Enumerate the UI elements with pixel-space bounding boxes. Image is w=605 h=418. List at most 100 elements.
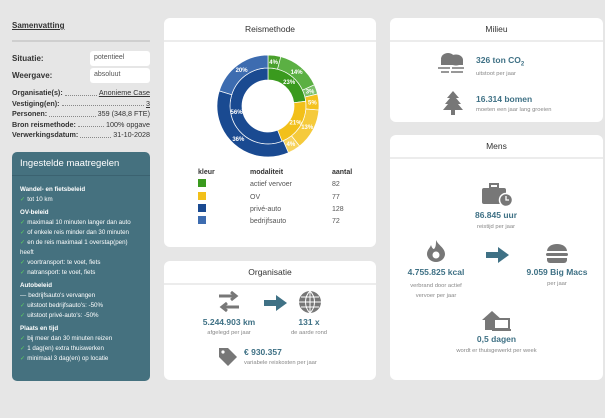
mens-title: Mens: [390, 135, 603, 159]
check-icon: ✓: [20, 302, 26, 309]
outer_ring-label: 4%: [287, 142, 296, 148]
check-icon: ✓: [20, 335, 26, 342]
summary-section: Samenvatting Situatie: potentieel Weergav…: [12, 18, 150, 141]
co2-value: 326 ton CO: [476, 55, 521, 65]
info-value[interactable]: Anonieme Case: [98, 88, 150, 97]
legend-aantal: 72: [332, 218, 340, 226]
measures-title: Ingestelde maatregelen: [12, 152, 150, 176]
measure-text: bij meer dan 30 minuten reizen: [27, 335, 113, 342]
cost-value: € 930.357: [244, 347, 282, 357]
divider: [12, 40, 150, 42]
info-value: 359 (348,8 FTE): [97, 109, 150, 118]
info-label: Bron reismethode:: [12, 119, 76, 129]
briefcase-clock-icon: [482, 183, 512, 207]
color-swatch: [198, 203, 206, 212]
organisatie-title: Organisatie: [164, 261, 376, 285]
check-icon: ✓: [20, 345, 26, 352]
outer_ring-label: 5%: [308, 100, 317, 106]
situatie-select[interactable]: potentieel: [90, 51, 150, 66]
summary-info-row: Personen: 359 (348,8 FTE): [12, 109, 150, 120]
reismethode-legend: kleur modaliteit aantal actief vervoer 82 OV 7…: [198, 168, 352, 228]
dash-icon: —: [20, 292, 27, 299]
home-stat: 0,5 dagen wordt er thuisgewerkt per week: [430, 334, 563, 354]
measure-text: maximaal 10 minuten langer dan auto: [27, 219, 131, 226]
summary-title[interactable]: Samenvatting: [12, 21, 65, 30]
check-icon: ✓: [20, 239, 26, 246]
outer_ring-label: 3%: [306, 89, 315, 95]
organisatie-card: Organisatie 5.244.903 km afgelegd per jaa…: [164, 261, 376, 380]
summary-info-row: Bron reismethode: 100% opgave: [12, 120, 150, 131]
col-modaliteit: modaliteit: [250, 169, 284, 176]
measure-group-title: Wandel- en fietsbeleid: [20, 186, 86, 193]
co2-subscript: 2: [520, 61, 525, 68]
legend-modaliteit: OV: [250, 193, 261, 201]
outer_ring-label: 13%: [301, 125, 314, 131]
measure-item: ✓ voortransport: te voet, fiets: [20, 258, 142, 268]
arrow-right-icon: [264, 295, 287, 311]
dots-leader: [77, 120, 105, 127]
home-value: 0,5 dagen: [476, 334, 517, 344]
cost-stat: € 930.357 variabele reiskosten per jaar: [244, 347, 317, 366]
info-value[interactable]: 3: [146, 98, 150, 108]
legend-modaliteit: actief vervoer: [250, 181, 293, 189]
measures-list: Wandel- en fietsbeleid ✓ tot 10 km OV-belei…: [12, 176, 150, 370]
color-swatch: [198, 191, 206, 200]
bigmacs-sub: per jaar: [547, 281, 567, 287]
legend-modaliteit: bedrijfsauto: [250, 218, 287, 226]
outer_ring-label: 20%: [236, 68, 249, 74]
check-icon: ✓: [20, 196, 26, 203]
measure-text: of enkele reis minder dan 30 minuten: [27, 229, 129, 236]
measure-group-title: Autobeleid: [20, 282, 52, 289]
dots-leader: [49, 109, 96, 117]
outer_ring-label: 4%: [269, 60, 278, 66]
measure-text: minimaal 3 dag(en) op locatie: [27, 355, 109, 362]
color-swatch: [198, 179, 206, 188]
inner_ring-label: 23%: [283, 80, 296, 86]
measure-text: voortransport: te voet, fiets: [27, 259, 101, 266]
mens-card: Mens 86.845 uur reistijd per jaar 4.755.8…: [390, 135, 603, 380]
outer_ring-label: 14%: [291, 70, 304, 76]
info-label: Organisatie(s):: [12, 88, 63, 97]
outer_ring-label: 36%: [232, 137, 245, 143]
bigmacs-value: 9.059 Big Macs: [526, 267, 588, 277]
kcal-sub: verbrand door actief vervoer per jaar: [410, 283, 462, 299]
measure-group-title: OV-beleid: [20, 209, 49, 216]
measure-item: ✓ of enkele reis minder dan 30 minuten: [20, 228, 142, 238]
flame-icon: [427, 240, 445, 262]
dots-leader: [64, 88, 97, 96]
kcal-stat: 4.755.825 kcal verbrand door actief vervo…: [390, 267, 482, 301]
check-icon: ✓: [20, 269, 26, 276]
summary-info-row: Verwerkingsdatum: 31-10-2028: [12, 130, 150, 141]
outer_ring-slice[interactable]: [218, 54, 269, 96]
legend-aantal: 77: [332, 193, 340, 201]
measure-item: ✓ tot 10 km: [20, 195, 142, 205]
legend-aantal: 128: [332, 205, 344, 213]
info-label: Vestiging(en):: [12, 98, 60, 108]
legend-aantal: 82: [332, 181, 340, 189]
situatie-label: Situatie:: [12, 54, 44, 63]
measure-group-title: Plaats en tijd: [20, 325, 59, 332]
hours-value: 86.845 uur: [474, 210, 518, 220]
co2-stat: 326 ton CO2 uitstoot per jaar: [476, 55, 524, 77]
measure-item: ✓ bij meer dan 30 minuten reizen: [20, 334, 142, 344]
earth-sub: de aarde rond: [290, 330, 328, 336]
reismethode-donut: 23% 21% 56% 4% 14% 3% 5% 13% 4% 36% 20%: [216, 54, 320, 158]
weergave-select[interactable]: absoluut: [90, 68, 150, 83]
cost-sub: variabele reiskosten per jaar: [244, 360, 317, 366]
inner_ring-label: 21%: [290, 120, 303, 126]
legend-row: actief vervoer 82: [198, 179, 352, 191]
legend-modaliteit: privé-auto: [250, 205, 282, 213]
km-stat: 5.244.903 km afgelegd per jaar: [184, 317, 274, 336]
measure-item: ✓ maximaal 10 minuten langer dan auto: [20, 218, 142, 228]
milieu-title: Milieu: [390, 18, 603, 42]
earth-stat: 131 x de aarde rond: [274, 317, 344, 336]
km-value: 5.244.903 km: [202, 317, 256, 327]
measure-item: ✓ natransport: te voet, fiets: [20, 268, 142, 278]
home-sub: wordt er thuisgewerkt per week: [456, 348, 537, 354]
legend-row: bedrijfsauto 72: [198, 216, 352, 228]
kcal-value: 4.755.825 kcal: [407, 267, 465, 277]
price-tag-icon: [219, 348, 237, 366]
outer_ring-slice[interactable]: [216, 90, 289, 158]
info-label: Verwerkingsdatum:: [12, 130, 79, 139]
check-icon: ✓: [20, 229, 26, 236]
